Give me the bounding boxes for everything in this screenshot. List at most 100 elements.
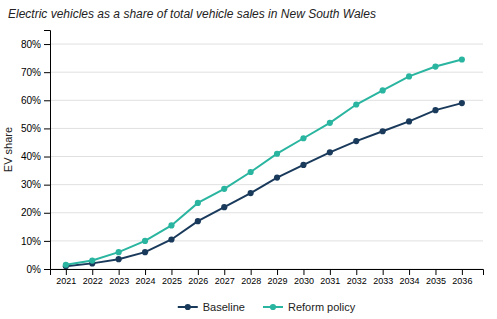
grid-line — [50, 44, 483, 45]
x-tick-mark — [409, 269, 410, 275]
x-tick: 2024 — [136, 269, 156, 286]
x-tick-label: 2028 — [241, 276, 261, 286]
x-tick: 2021 — [56, 269, 76, 286]
x-tick-mark — [303, 269, 304, 275]
x-axis-line — [51, 270, 484, 276]
y-tick-mark — [44, 241, 50, 242]
y-tick-label: 30% — [21, 179, 41, 190]
y-tick-label: 20% — [21, 207, 41, 218]
x-tick-mark — [66, 269, 67, 275]
x-tick: 2032 — [347, 269, 367, 286]
series — [63, 100, 465, 269]
x-tick-label: 2022 — [83, 276, 103, 286]
marker — [116, 256, 122, 262]
x-tick: 2033 — [373, 269, 393, 286]
marker — [89, 257, 95, 263]
y-tick-label: 10% — [21, 236, 41, 247]
x-tick-mark — [435, 269, 436, 275]
y-tick: 10% — [21, 236, 50, 247]
marker — [274, 151, 280, 157]
y-tick: 60% — [21, 95, 50, 106]
x-tick-label: 2033 — [373, 276, 393, 286]
marker — [327, 149, 333, 155]
chart: 2021202220232024202520262027202820292030… — [0, 0, 497, 319]
marker — [353, 101, 359, 107]
x-tick-mark — [92, 269, 93, 275]
y-tick-label: 60% — [21, 95, 41, 106]
grid-line — [50, 240, 483, 241]
y-tick-mark — [44, 72, 50, 73]
y-tick-mark — [44, 128, 50, 129]
marker — [63, 262, 69, 268]
y-tick: 50% — [21, 123, 50, 134]
series-marks — [63, 56, 465, 269]
x-tick: 2034 — [400, 269, 420, 286]
line — [66, 60, 462, 265]
marker — [327, 120, 333, 126]
marker — [432, 63, 438, 69]
grid — [50, 44, 483, 269]
y-axis: 0%10%20%30%40%50%60%70%80% — [21, 31, 51, 275]
marker — [353, 138, 359, 144]
marker — [459, 56, 465, 62]
y-axis-label: EV share — [2, 127, 14, 172]
marker — [116, 249, 122, 255]
x-tick-label: 2030 — [294, 276, 314, 286]
y-tick-label: 50% — [21, 123, 41, 134]
x-tick-label: 2024 — [136, 276, 156, 286]
x-tick-mark — [330, 269, 331, 275]
y-axis-line — [44, 31, 51, 270]
x-tick-label: 2035 — [426, 276, 446, 286]
x-tick-label: 2031 — [320, 276, 340, 286]
x-tick: 2027 — [215, 269, 235, 286]
y-tick-mark — [44, 269, 50, 270]
marker — [406, 73, 412, 79]
x-tick-mark — [356, 269, 357, 275]
x-tick-mark — [224, 269, 225, 275]
y-tick-mark — [44, 157, 50, 158]
grid-line — [50, 100, 483, 101]
legend-marker — [270, 304, 276, 310]
series — [63, 56, 465, 267]
y-tick: 80% — [21, 39, 50, 50]
legend-item: Baseline — [178, 301, 245, 313]
marker — [432, 107, 438, 113]
x-tick: 2025 — [162, 269, 182, 286]
legend-marker — [185, 304, 191, 310]
marker — [195, 218, 201, 224]
grid-line — [50, 212, 483, 213]
y-tick: 30% — [21, 179, 50, 190]
marker — [142, 249, 148, 255]
marker — [380, 87, 386, 93]
x-tick: 2023 — [109, 269, 129, 286]
x-tick-label: 2026 — [188, 276, 208, 286]
y-tick-label: 70% — [21, 67, 41, 78]
x-tick-mark — [171, 269, 172, 275]
marker — [248, 190, 254, 196]
marker — [380, 128, 386, 134]
x-tick: 2035 — [426, 269, 446, 286]
marker — [168, 236, 174, 242]
x-tick-mark — [383, 269, 384, 275]
marker — [300, 162, 306, 168]
y-tick: 0% — [27, 264, 50, 275]
marker — [274, 175, 280, 181]
x-axis: 2021202220232024202520262027202820292030… — [51, 269, 484, 286]
y-tick: 20% — [21, 207, 50, 218]
x-tick-label: 2034 — [400, 276, 420, 286]
marker — [248, 169, 254, 175]
marker — [459, 100, 465, 106]
x-tick: 2031 — [320, 269, 340, 286]
x-tick: 2036 — [452, 269, 472, 286]
x-tick-label: 2032 — [347, 276, 367, 286]
x-tick-label: 2021 — [56, 276, 76, 286]
x-tick-mark — [198, 269, 199, 275]
x-tick-mark — [251, 269, 252, 275]
x-tick-mark — [462, 269, 463, 275]
y-tick-mark — [44, 44, 50, 45]
marker — [221, 186, 227, 192]
marker — [406, 118, 412, 124]
legend-item: Reform policy — [263, 301, 356, 313]
marker — [221, 204, 227, 210]
marker — [168, 222, 174, 228]
